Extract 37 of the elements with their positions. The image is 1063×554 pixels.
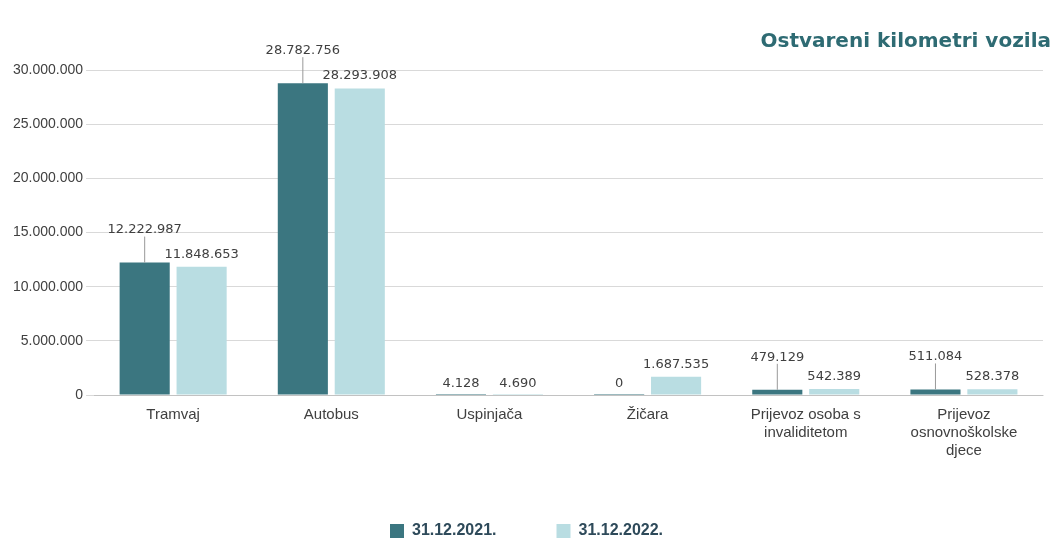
y-tick-label: 10.000.000 [12,277,84,294]
chart-title: Ostvareni kilometri vozila [760,28,1051,52]
legend-label: 31.12.2022. [578,521,664,539]
data-label: 0 [615,374,624,390]
bar [910,389,961,395]
x-tick-label: Autobus [303,405,359,423]
y-tick-label: 15.000.000 [12,223,84,240]
y-tick-label: 30.000.000 [12,60,84,77]
data-label: 542.389 [807,368,862,383]
data-label: 511.084 [908,348,963,364]
data-label: 479.129 [750,348,805,364]
x-tick-label: Tramvaj [146,405,200,423]
data-label: 11.848.653 [164,245,239,261]
bar [967,389,1018,395]
x-tick-label: Uspinjača [456,405,524,423]
data-label: 4.690 [499,374,537,390]
bar [809,389,860,395]
y-tick-label: 0 [75,385,84,402]
x-tick-label: Žičara [626,405,670,423]
data-label: 12.222.987 [107,221,182,237]
data-label: 28.293.908 [322,67,397,83]
x-tick-label: Prijevoz osoba s invaliditetom [750,405,861,441]
x-tick-label: Prijevoz osnovnoškolske djece [910,405,1018,459]
bar [752,389,803,395]
legend-label: 31.12.2021. [411,521,497,539]
y-tick-label: 25.000.000 [12,115,84,132]
data-label: 4.128 [442,374,480,390]
data-label: 1.687.535 [642,355,710,371]
data-label: 528.378 [965,368,1020,384]
bar [277,83,328,395]
bar [176,266,227,395]
bar [651,376,702,395]
data-label: 28.782.756 [265,42,341,58]
y-tick-label: 5.000.000 [20,331,84,348]
bar [119,262,170,395]
bar [334,88,385,395]
y-tick-label: 20.000.000 [12,169,84,186]
